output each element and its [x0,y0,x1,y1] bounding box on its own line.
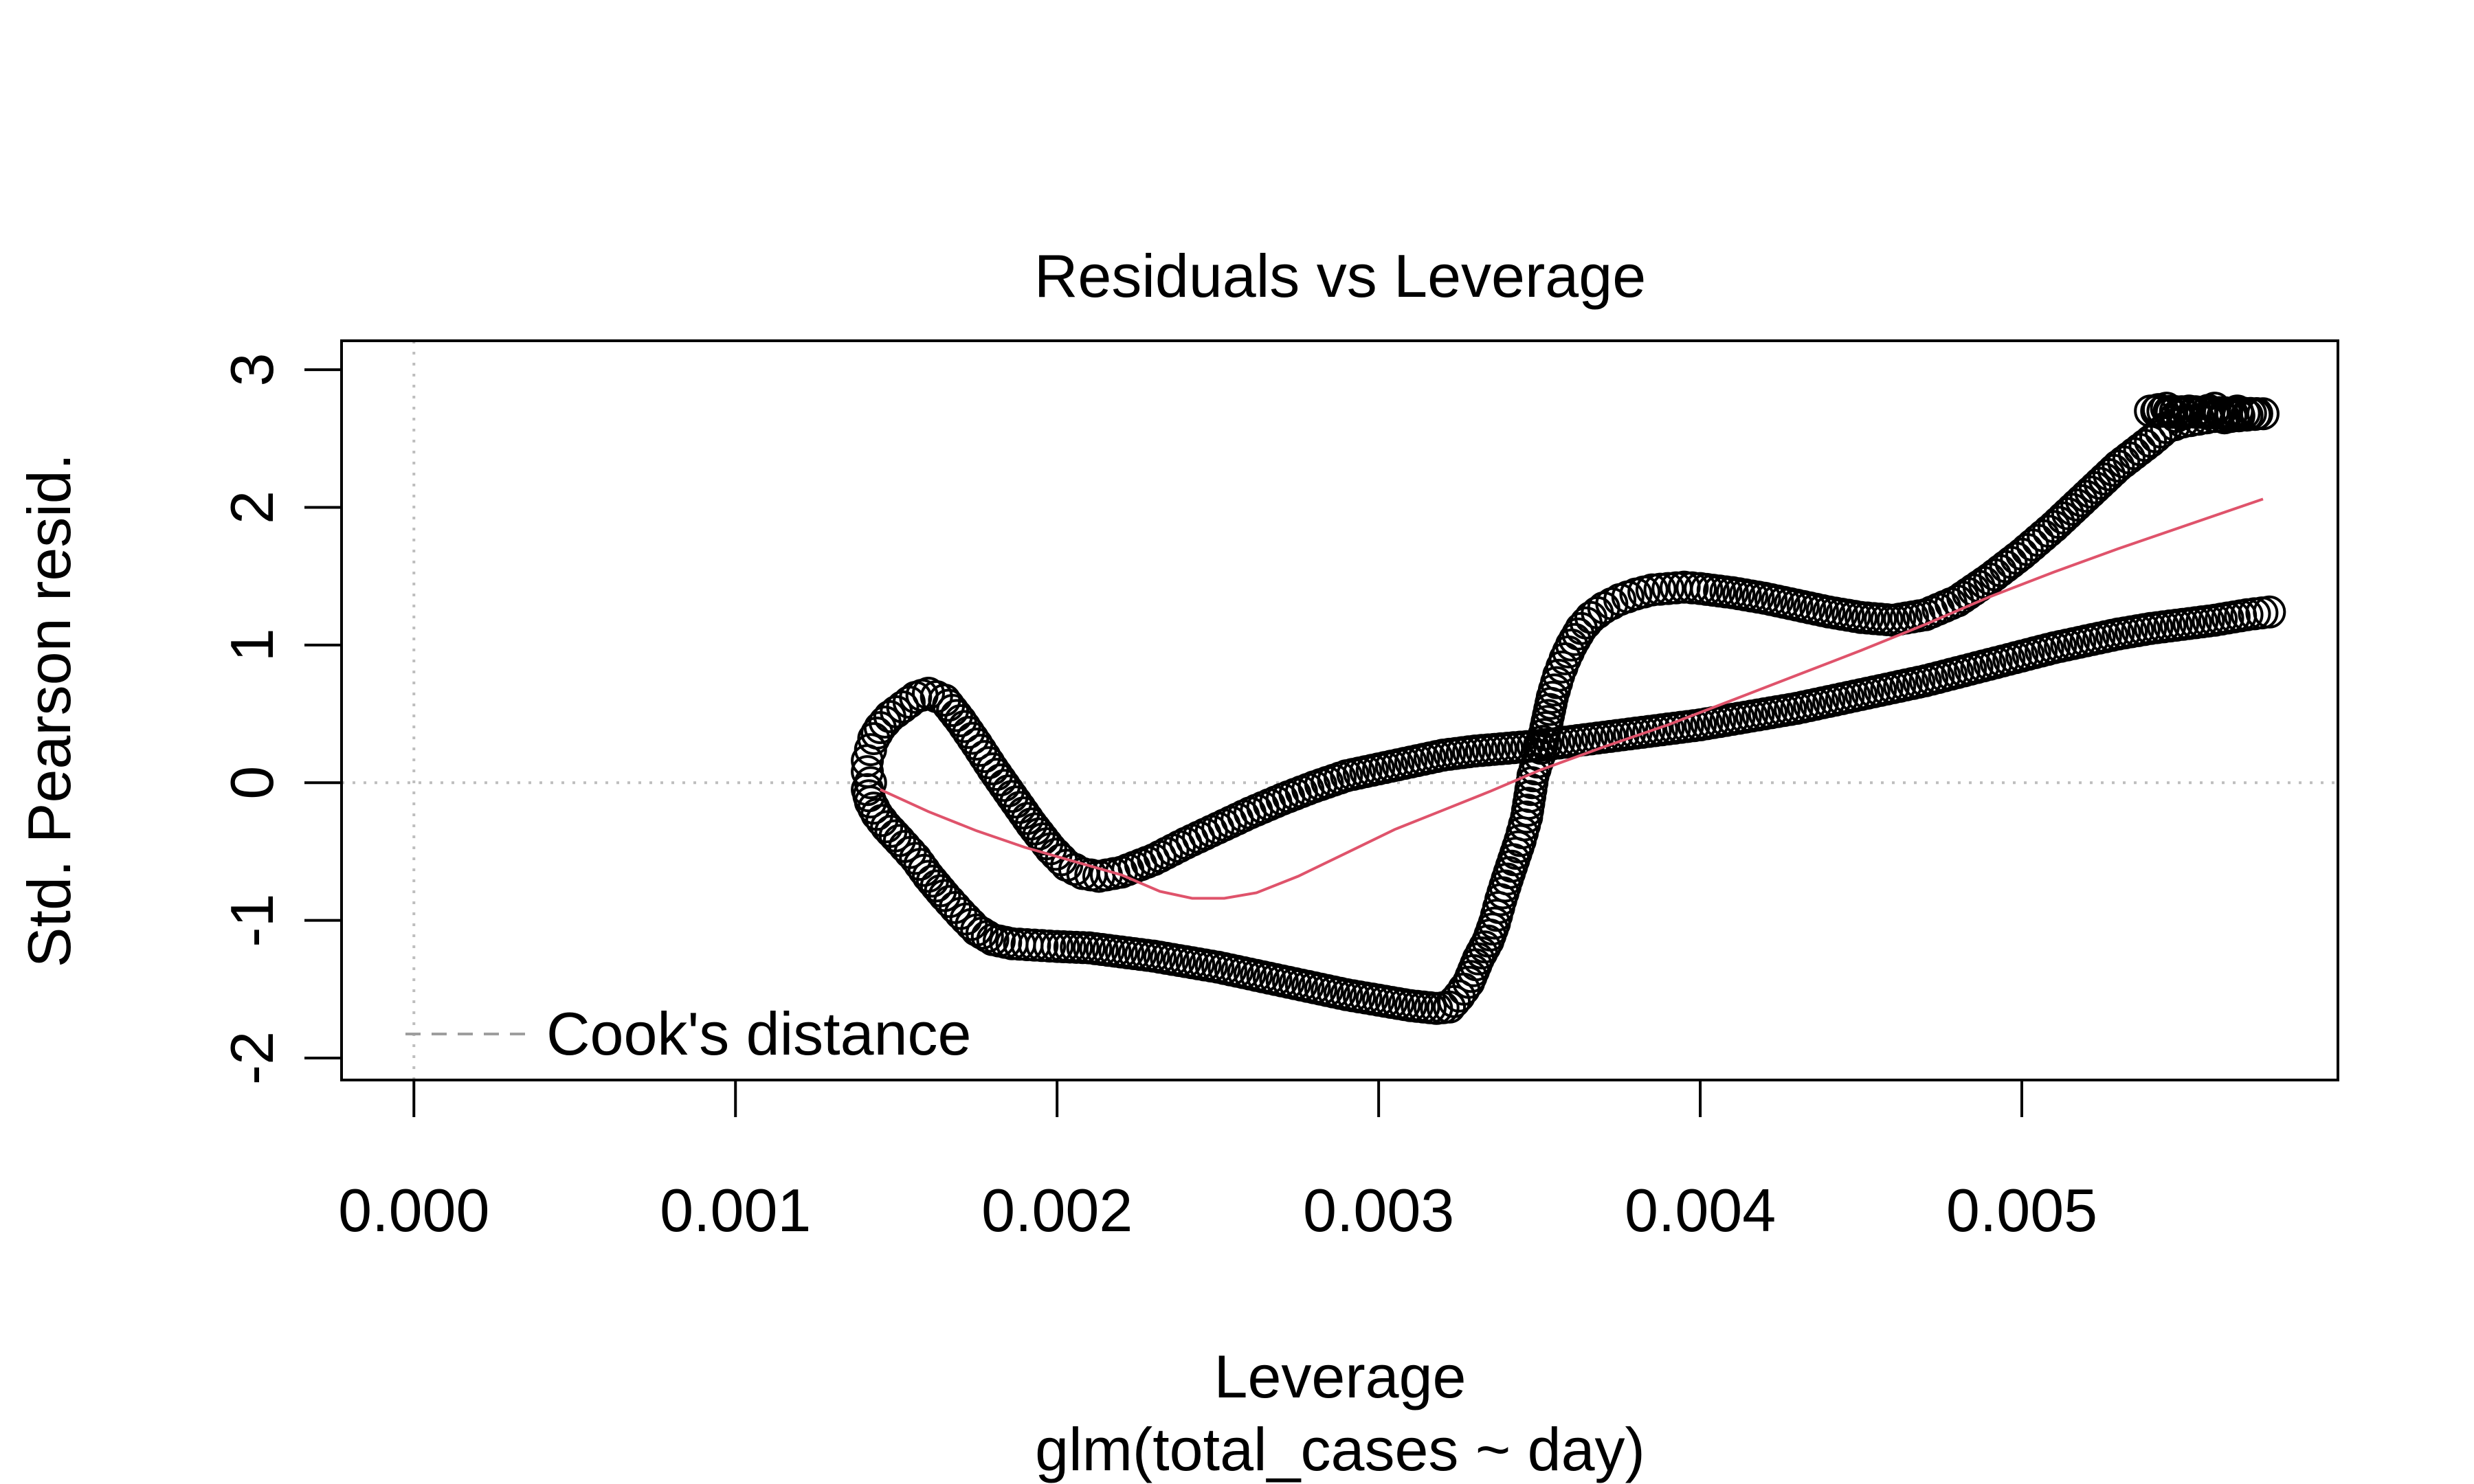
y-tick-label: 0 [218,766,286,800]
residual-point [1675,571,1709,605]
residual-point [1595,587,1629,620]
y-tick-label: 2 [218,491,286,524]
residual-point [1050,848,1084,882]
residual-point [983,763,1017,797]
y-tick-label: 3 [218,353,286,387]
residual-point [1561,617,1595,651]
residual-point [999,785,1033,819]
x-axis-subtitle: glm(total_cases ~ day) [1035,1415,1645,1483]
cooks-distance-legend-label: Cook's distance [546,1000,971,1068]
residual-point [948,710,981,743]
residual-point [2203,396,2236,430]
y-tick-label: -1 [218,893,286,947]
residual-point [903,848,937,881]
x-axis: 0.000 0.001 0.002 0.003 0.004 0.005 [338,1079,2097,1244]
x-tick-label: 0.004 [1625,1176,1776,1244]
residual-point [1058,853,1091,886]
residual-point [992,774,1025,808]
y-axis: -2 -1 0 1 2 3 [218,353,343,1085]
residual-point [2198,392,2231,425]
legend: Cook's distance [405,1000,971,1068]
reference-lines [342,341,2338,1080]
residual-points [851,392,2286,1025]
residual-point [899,842,933,875]
y-tick-label: 1 [218,628,286,662]
x-axis-label: Leverage [1214,1342,1467,1410]
y-axis-label: Std. Pearson resid. [15,453,83,967]
residual-point [952,716,985,750]
residual-point [1651,572,1685,605]
residual-point [988,769,1021,802]
residual-point [860,717,894,750]
x-tick-label: 0.001 [660,1176,811,1244]
residual-point [2220,394,2254,428]
residual-point [972,746,1005,780]
y-tick-label: -2 [218,1031,286,1085]
residual-point [2253,595,2286,629]
residual-point [2139,420,2172,453]
smooth-trend-line [879,497,2264,900]
residual-point [939,699,973,732]
chart-title: Residuals vs Leverage [1034,242,1646,310]
residual-point [980,758,1014,791]
residual-point [995,780,1029,813]
x-tick-label: 0.000 [338,1176,489,1244]
residual-point [976,752,1010,786]
residual-point [944,704,977,738]
x-tick-label: 0.002 [981,1176,1133,1244]
residual-point [1643,572,1677,606]
residual-point [1635,573,1669,607]
residual-point [2214,398,2248,431]
x-tick-label: 0.005 [1946,1176,2097,1244]
x-tick-label: 0.003 [1303,1176,1454,1244]
residual-point [1003,791,1036,824]
